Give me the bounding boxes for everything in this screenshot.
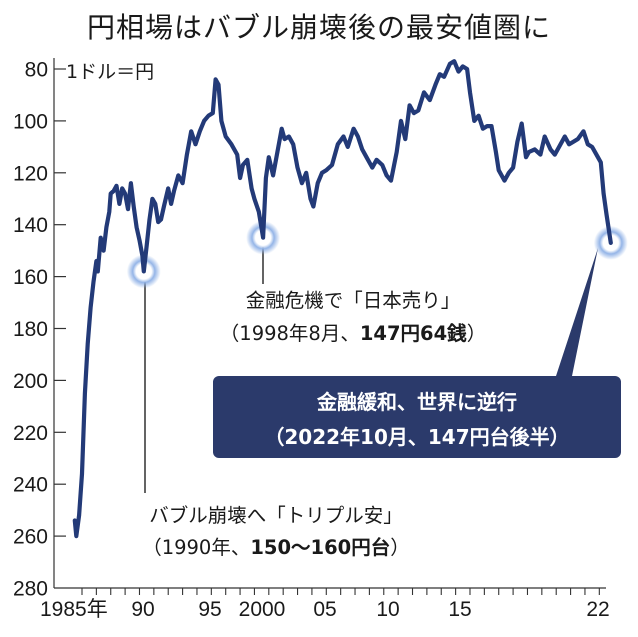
y-tick-label: 100 — [13, 110, 48, 133]
y-tick-label: 120 — [13, 162, 48, 185]
unit-label: 1ドル＝円 — [66, 61, 154, 83]
x-axis: 1985年 90 95 2000 05 10 15 22 — [40, 588, 610, 621]
y-tick-label: 240 — [13, 474, 48, 497]
annotation-1990-line1: バブル崩壊へ「トリプル安」 — [149, 504, 403, 527]
chart-title: 円相場はバブル崩壊後の最安値圏に — [86, 11, 551, 44]
y-tick-label: 180 — [13, 318, 48, 341]
annotation-1990-line2: （1990年、150〜160円台） — [142, 536, 410, 559]
x-tick-label: 22 — [586, 598, 609, 621]
y-tick-label: 220 — [13, 422, 48, 445]
exchange-rate-line — [72, 59, 613, 539]
x-tick-label: 95 — [198, 598, 221, 621]
y-axis: 80 100 120 140 160 180 200 220 240 260 280 — [13, 59, 66, 601]
x-tick-label: 05 — [313, 598, 336, 621]
x-tick-label: 10 — [376, 598, 399, 621]
y-tick-label: 160 — [13, 266, 48, 289]
x-tick-label: 2000 — [239, 598, 286, 621]
y-tick-label: 140 — [13, 214, 48, 237]
x-tick-label: 90 — [131, 598, 154, 621]
y-tick-label: 280 — [13, 578, 48, 601]
callout-line2: （2022年10月、147円台後半） — [264, 425, 569, 449]
y-tick-label: 80 — [25, 59, 48, 82]
annotation-1998-line2: （1998年8月、147円64銭） — [220, 322, 486, 345]
y-tick-label: 260 — [13, 526, 48, 549]
callout-line1: 金融緩和、世界に逆行 — [316, 390, 517, 414]
highlight-markers — [126, 220, 628, 289]
axes — [53, 58, 606, 589]
y-tick-label: 200 — [13, 370, 48, 393]
annotation-1998-line1: 金融危機で「日本売り」 — [246, 289, 461, 312]
callout-box — [213, 376, 621, 458]
x-tick-label: 1985年 — [40, 598, 108, 621]
x-tick-label: 15 — [448, 598, 471, 621]
callout-pointer — [556, 248, 598, 376]
